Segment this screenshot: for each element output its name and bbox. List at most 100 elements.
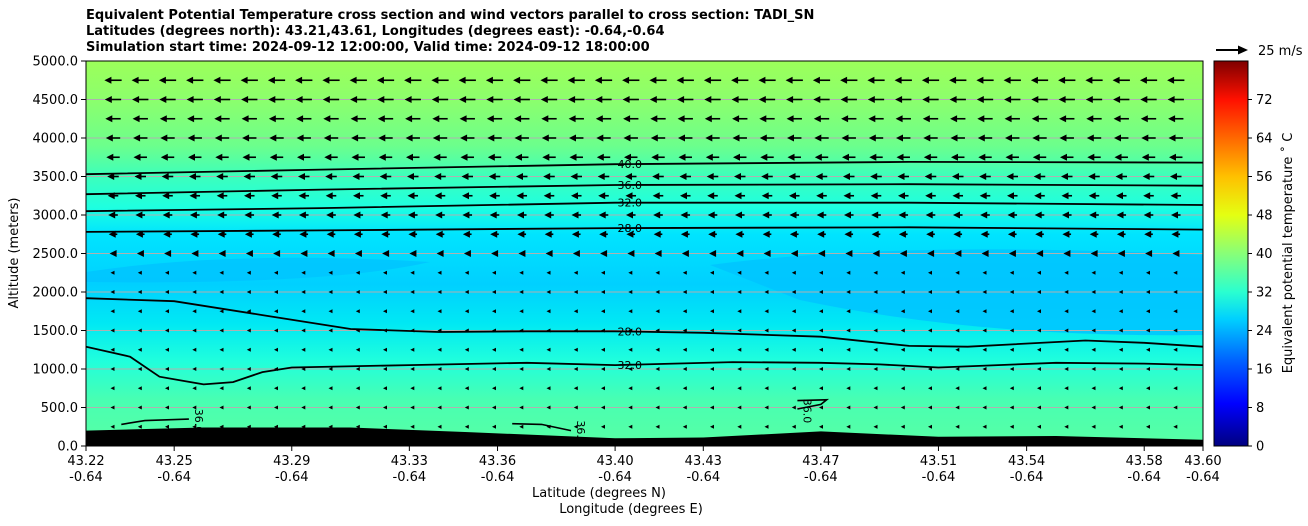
- wind-vector: [846, 290, 851, 294]
- quiver-key-arrow-icon: [1238, 45, 1248, 55]
- wind-vector: [519, 405, 524, 410]
- wind-vector: [655, 290, 660, 294]
- wind-vector: [189, 192, 201, 200]
- wind-vector: [546, 347, 551, 352]
- wind-vector: [328, 270, 333, 275]
- wind-vector: [1009, 328, 1014, 333]
- wind-vector: [710, 309, 714, 314]
- wind-vector: [762, 230, 772, 238]
- wind-vector: [846, 367, 851, 371]
- wind-vector: [165, 386, 169, 391]
- wind-vector: [383, 309, 387, 314]
- wind-vector: [492, 270, 496, 275]
- wind-vector: [955, 328, 960, 333]
- wind-vector: [519, 347, 524, 352]
- contour-label: 32.0: [618, 359, 643, 372]
- wind-vector: [246, 309, 251, 314]
- wind-vector: [653, 230, 663, 238]
- wind-vector: [459, 96, 476, 103]
- wind-vector: [301, 424, 306, 429]
- wind-vector: [135, 192, 146, 200]
- wind-vector: [1167, 96, 1184, 103]
- wind-vector: [872, 250, 880, 257]
- wind-vector: [246, 386, 251, 391]
- y-tick-label: 5000.0: [33, 55, 79, 70]
- x-tick-label-lat: 43.29: [273, 454, 310, 469]
- wind-vector: [191, 250, 199, 257]
- wind-vector: [192, 290, 197, 294]
- wind-vector: [108, 211, 118, 219]
- wind-vector: [542, 153, 556, 161]
- wind-vector: [274, 424, 278, 429]
- wind-vector: [791, 424, 796, 429]
- wind-vector: [840, 96, 857, 103]
- contour-line: [86, 201, 1203, 213]
- wind-vector: [215, 153, 229, 161]
- wind-vector: [246, 270, 251, 275]
- wind-vector: [625, 192, 637, 200]
- wind-vector: [1059, 115, 1075, 123]
- wind-vector: [462, 211, 473, 219]
- wind-vector: [242, 134, 257, 142]
- wind-vector: [650, 115, 666, 123]
- x-tick-label-lat: 43.43: [685, 454, 722, 469]
- wind-vector: [464, 424, 469, 429]
- wind-vector: [655, 405, 660, 410]
- wind-vector: [679, 173, 692, 180]
- wind-vector: [1064, 347, 1069, 352]
- wind-vector: [682, 386, 687, 391]
- wind-vector: [791, 367, 796, 371]
- contour-line: [121, 418, 189, 426]
- wind-vector: [628, 270, 633, 275]
- wind-vector: [761, 192, 773, 200]
- contour-label: 40.0: [618, 158, 643, 171]
- wind-vector: [164, 250, 172, 257]
- x-tick-label-lon: -0.64: [275, 470, 309, 485]
- x-tick-label-lat: 43.60: [1184, 454, 1221, 469]
- wind-vector: [921, 76, 940, 84]
- wind-vector: [519, 270, 524, 275]
- wind-vector: [1173, 309, 1178, 314]
- wind-vector: [924, 173, 937, 180]
- wind-vector: [1117, 250, 1125, 257]
- wind-vector: [298, 211, 309, 219]
- wind-vector: [710, 386, 714, 391]
- wind-vector: [216, 192, 228, 200]
- wind-vector: [628, 309, 633, 314]
- x-tick-label-lon: -0.64: [69, 470, 103, 485]
- wind-vector: [736, 250, 744, 257]
- wind-vector: [295, 76, 313, 84]
- wind-vector: [628, 405, 633, 410]
- wind-vector: [923, 153, 938, 161]
- wind-vector: [764, 386, 769, 391]
- wind-vector: [192, 270, 197, 275]
- x-tick-label-lon: -0.64: [1127, 470, 1161, 485]
- wind-vector: [812, 76, 831, 84]
- wind-vector: [405, 115, 421, 123]
- wind-vector: [873, 347, 878, 352]
- wind-vector: [437, 424, 442, 429]
- wind-vector: [982, 386, 987, 391]
- wind-vector: [353, 230, 363, 238]
- wind-vector: [546, 424, 551, 429]
- wind-vector: [217, 230, 227, 238]
- wind-vector: [1146, 270, 1150, 275]
- wind-vector: [628, 424, 633, 429]
- wind-vector: [1173, 270, 1178, 275]
- wind-vector: [407, 211, 418, 219]
- wind-vector: [1059, 134, 1074, 142]
- wind-vector: [817, 230, 826, 238]
- wind-vector: [845, 250, 853, 257]
- y-tick-label: 4500.0: [33, 93, 79, 108]
- wind-vector: [328, 309, 333, 314]
- wind-vector: [110, 270, 115, 275]
- wind-vector: [652, 192, 664, 200]
- wind-vector: [680, 230, 690, 238]
- wind-vector: [597, 173, 610, 180]
- wind-vector: [980, 211, 990, 219]
- wind-vector: [214, 134, 230, 142]
- wind-vector: [379, 173, 392, 180]
- wind-vector: [1064, 405, 1069, 410]
- wind-vector: [213, 76, 231, 84]
- wind-vector: [355, 424, 360, 429]
